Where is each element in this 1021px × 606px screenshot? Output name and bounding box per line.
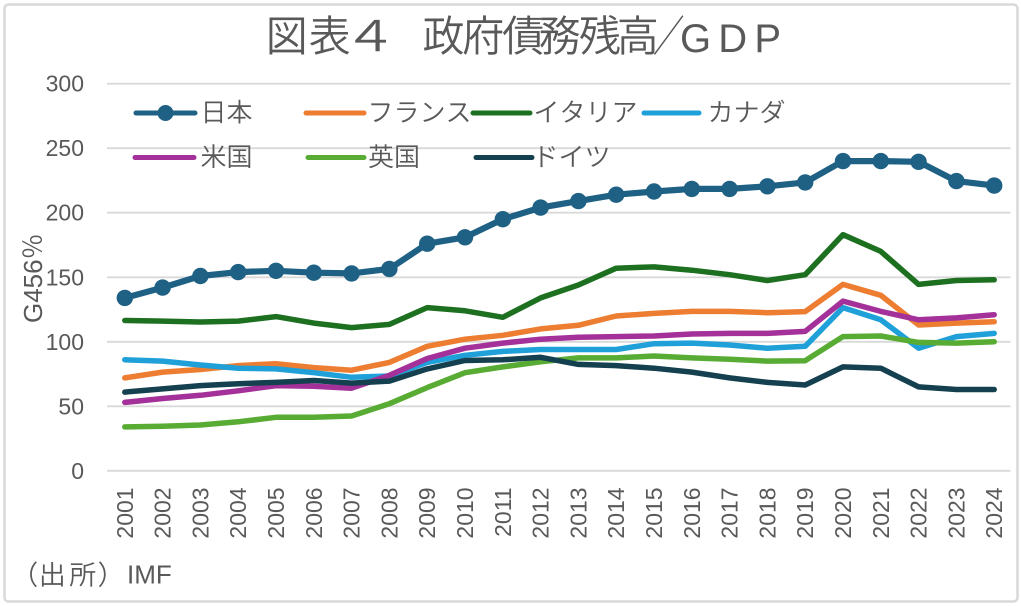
svg-text:2002: 2002: [150, 487, 176, 538]
svg-text:2014: 2014: [603, 487, 629, 538]
svg-text:2022: 2022: [906, 487, 932, 538]
svg-text:50: 50: [58, 393, 84, 419]
svg-text:0: 0: [71, 458, 84, 484]
svg-text:IMF: IMF: [127, 560, 172, 590]
svg-text:2023: 2023: [943, 487, 969, 538]
svg-text:G456: G456: [18, 259, 48, 323]
svg-text:2010: 2010: [452, 487, 478, 538]
svg-text:2018: 2018: [754, 487, 780, 538]
svg-text:2016: 2016: [679, 487, 705, 538]
svg-text:2003: 2003: [187, 487, 213, 538]
svg-text:2005: 2005: [263, 487, 289, 538]
svg-text:2021: 2021: [868, 487, 894, 538]
svg-text:2001: 2001: [112, 487, 138, 538]
svg-text:300: 300: [46, 71, 84, 97]
svg-text:100: 100: [46, 329, 84, 355]
svg-text:2019: 2019: [792, 487, 818, 538]
svg-text:2006: 2006: [301, 487, 327, 538]
svg-text:GDP: GDP: [680, 17, 781, 61]
svg-text:2012: 2012: [528, 487, 554, 538]
svg-text:200: 200: [46, 200, 84, 226]
svg-text:2008: 2008: [376, 487, 402, 538]
svg-text:2017: 2017: [717, 487, 743, 538]
svg-text:2011: 2011: [490, 487, 516, 536]
svg-text:2009: 2009: [414, 487, 440, 538]
svg-text:150: 150: [46, 264, 84, 290]
svg-text:2015: 2015: [641, 487, 667, 538]
svg-text:2013: 2013: [565, 487, 591, 538]
svg-text:2020: 2020: [830, 487, 856, 538]
svg-text:250: 250: [46, 135, 84, 161]
svg-text:2004: 2004: [225, 487, 251, 538]
svg-text:2007: 2007: [339, 487, 365, 538]
svg-text:2024: 2024: [981, 487, 1007, 538]
